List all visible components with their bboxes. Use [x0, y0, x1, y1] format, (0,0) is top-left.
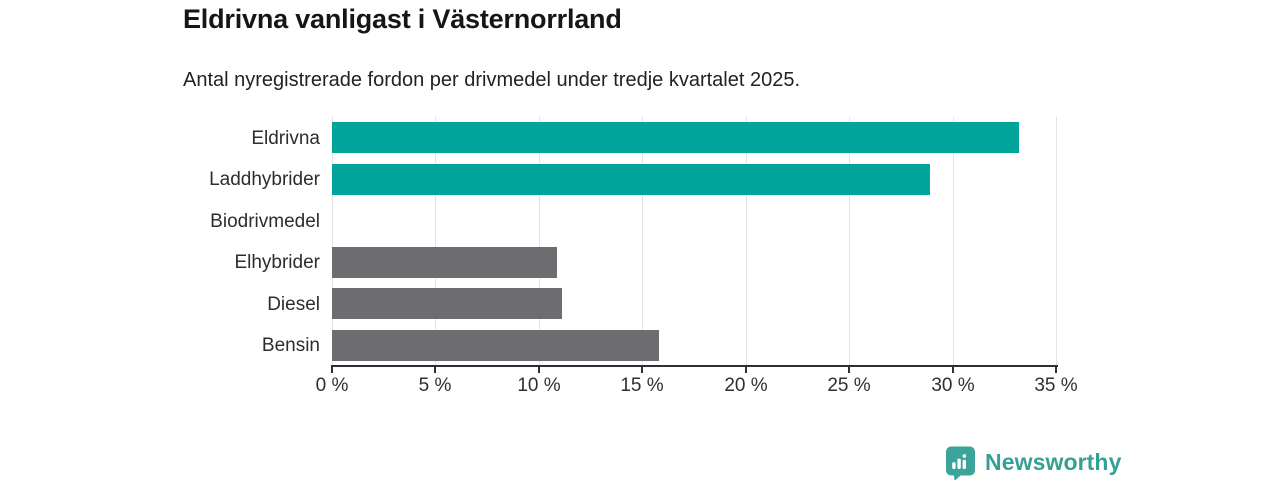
tick-mark-20: [745, 367, 747, 373]
gridline-15: [642, 117, 643, 366]
bar-chart-plot-area: [332, 117, 1057, 366]
tick-label-10: 10 %: [517, 375, 561, 396]
category-label-eldrivna: Eldrivna: [251, 128, 320, 149]
tick-label-0: 0 %: [315, 375, 349, 396]
x-axis-line: [331, 365, 1058, 367]
bar-diesel: [332, 288, 562, 319]
category-label-diesel: Diesel: [267, 294, 320, 315]
newsworthy-logo-text: Newsworthy: [985, 449, 1122, 475]
tick-label-15: 15 %: [620, 375, 664, 396]
gridline-30: [953, 117, 954, 366]
bar-elhybrider: [332, 247, 557, 278]
tick-label-5: 5 %: [418, 375, 452, 396]
gridline-20: [746, 117, 747, 366]
category-label-laddhybrider: Laddhybrider: [209, 169, 320, 190]
chart-title: Eldrivna vanligast i Västernorrland: [183, 4, 622, 34]
bar-bensin: [332, 330, 659, 361]
category-label-biodrivmedel: Biodrivmedel: [210, 211, 320, 232]
newsworthy-logo: Newsworthy: [944, 445, 1121, 480]
gridline-0: [332, 117, 333, 366]
gridline-5: [435, 117, 436, 366]
chart-subtitle: Antal nyregistrerade fordon per drivmede…: [183, 69, 801, 91]
tick-label-35: 35 %: [1034, 375, 1078, 396]
gridline-10: [539, 117, 540, 366]
newsworthy-logo-icon: [946, 446, 975, 480]
category-label-bensin: Bensin: [261, 335, 320, 356]
bar-eldrivna: [332, 122, 1019, 153]
tick-mark-5: [434, 367, 436, 373]
gridline-35: [1056, 117, 1057, 366]
gridline-25: [849, 117, 850, 366]
category-label-elhybrider: Elhybrider: [234, 252, 320, 273]
tick-mark-35: [1055, 367, 1057, 373]
tick-mark-15: [641, 367, 643, 373]
tick-label-25: 25 %: [827, 375, 871, 396]
tick-label-30: 30 %: [931, 375, 975, 396]
bar-laddhybrider: [332, 164, 930, 195]
tick-mark-25: [848, 367, 850, 373]
tick-label-20: 20 %: [724, 375, 768, 396]
tick-mark-0: [331, 367, 333, 373]
tick-mark-10: [538, 367, 540, 373]
tick-mark-30: [952, 367, 954, 373]
